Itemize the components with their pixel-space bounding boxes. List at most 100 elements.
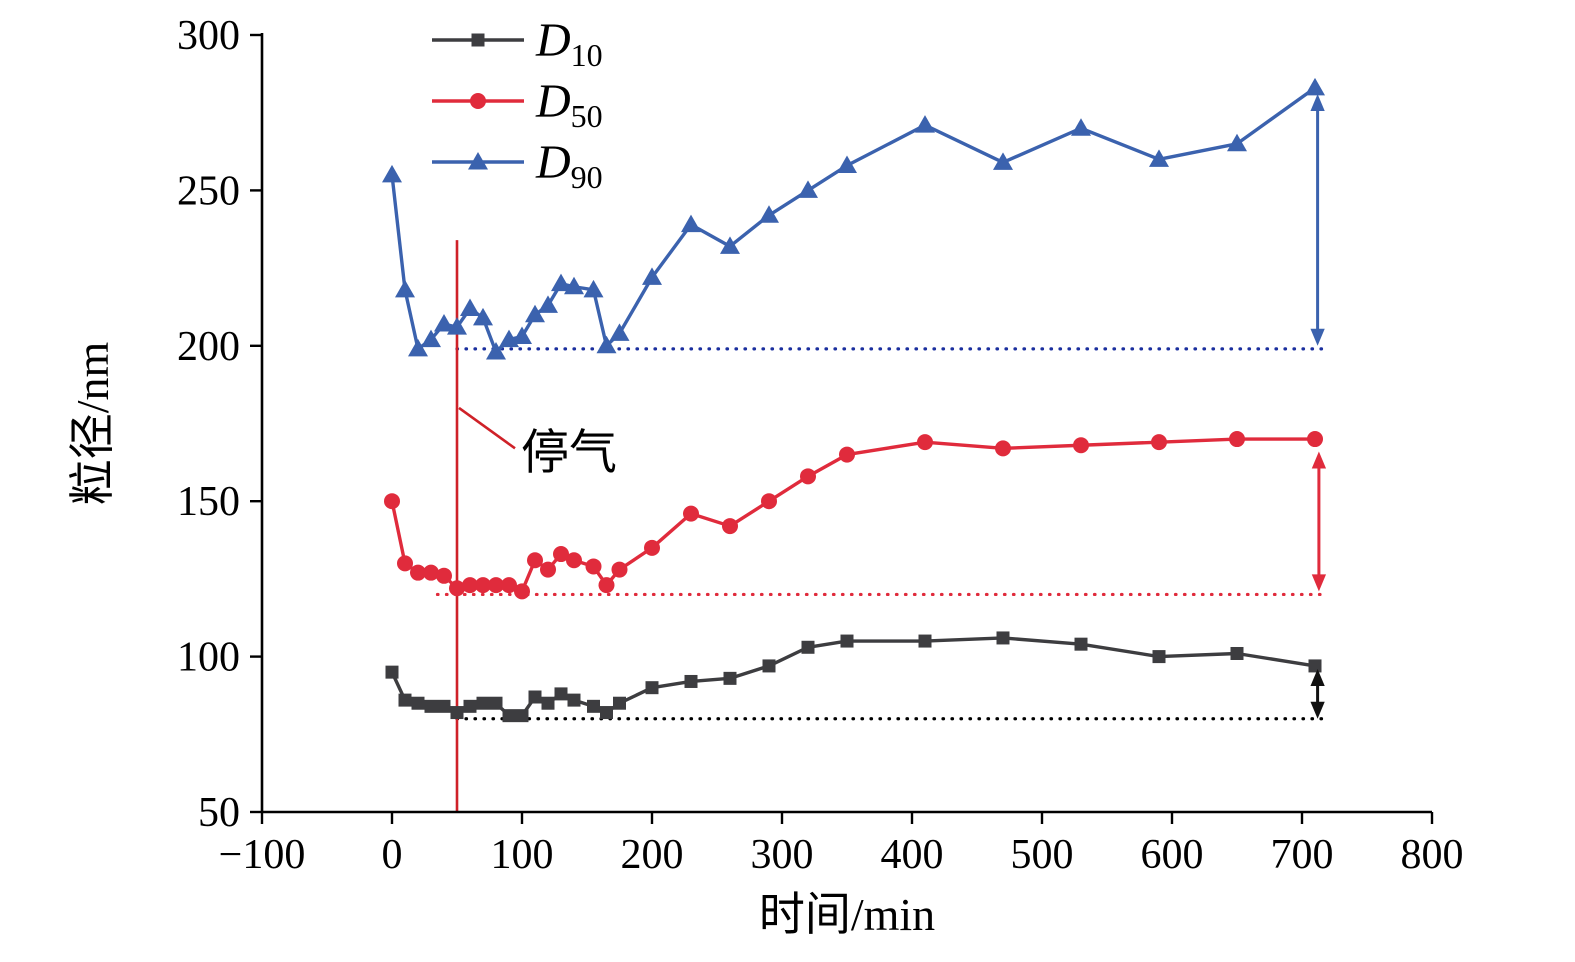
marker-square — [613, 696, 626, 710]
y-tick-label: 100 — [177, 635, 240, 681]
marker-circle — [1307, 431, 1323, 448]
marker-circle — [1151, 434, 1167, 451]
marker-triangle — [1071, 118, 1091, 136]
marker-square — [554, 687, 568, 701]
marker-triangle — [382, 164, 402, 183]
marker-square — [801, 640, 815, 654]
marker-circle — [1229, 431, 1245, 448]
x-axis-title: 时间/min — [759, 889, 935, 940]
arrow-head-up — [1310, 94, 1325, 112]
arrow-head-down — [1310, 701, 1325, 719]
x-tick-label: −100 — [219, 832, 306, 878]
marker-triangle — [759, 205, 779, 223]
marker-square — [471, 33, 485, 47]
marker-triangle — [681, 214, 701, 233]
x-tick-label: 600 — [1141, 832, 1204, 878]
arrow-head-down — [1310, 328, 1325, 346]
marker-circle — [683, 505, 699, 522]
marker-triangle — [408, 338, 428, 357]
y-tick-label: 250 — [177, 168, 240, 214]
marker-square — [528, 690, 542, 704]
marker-triangle — [486, 342, 506, 360]
marker-square — [587, 699, 600, 713]
marker-circle — [384, 493, 400, 510]
marker-square — [567, 693, 581, 707]
marker-triangle — [1305, 77, 1325, 96]
x-tick-label: 500 — [1011, 832, 1074, 878]
marker-triangle — [720, 236, 740, 254]
marker-square — [996, 631, 1010, 645]
marker-circle — [1073, 437, 1089, 454]
y-tick-label: 200 — [177, 324, 240, 370]
x-tick-label: 100 — [491, 832, 554, 878]
arrow-head-up — [1310, 669, 1325, 687]
x-tick-label: 400 — [881, 832, 944, 878]
y-axis-title: 粒径/nm — [67, 342, 118, 506]
marker-triangle — [421, 329, 441, 348]
legend-label: D10 — [535, 14, 603, 73]
marker-square — [918, 634, 932, 648]
marker-circle — [800, 468, 816, 485]
reference-lines — [435, 347, 1328, 721]
axes: −100 0 100 200 300 400 500 600 700 800 50 100 150 200… — [67, 13, 1464, 940]
range-arrow — [1311, 451, 1327, 592]
marker-square — [723, 671, 737, 685]
marker-square — [1230, 646, 1244, 660]
marker-triangle — [525, 304, 545, 323]
marker-square — [762, 659, 776, 673]
marker-square — [502, 709, 516, 723]
y-tick-label: 150 — [177, 479, 240, 525]
series-d90 — [382, 77, 1325, 360]
marker-circle — [722, 518, 738, 535]
marker-triangle — [1227, 133, 1247, 152]
y-tick-label: 50 — [198, 790, 240, 836]
event-annotation: 停气 — [455, 240, 617, 812]
marker-triangle — [434, 314, 454, 332]
range-arrow — [1310, 669, 1325, 719]
legend-label: D90 — [535, 136, 603, 195]
marker-circle — [527, 552, 543, 569]
series-line-d90 — [390, 86, 1317, 354]
marker-triangle — [564, 276, 584, 295]
marker-square — [489, 696, 503, 710]
marker-square — [684, 674, 698, 688]
marker-triangle — [473, 307, 493, 326]
x-tick-label: 700 — [1271, 832, 1334, 878]
marker-circle — [917, 434, 933, 451]
series-line-d10 — [390, 636, 1317, 718]
y-tick-label: 300 — [177, 13, 240, 59]
range-arrows — [1310, 94, 1327, 719]
marker-circle — [475, 577, 491, 594]
marker-circle — [436, 567, 452, 584]
marker-triangle — [798, 180, 818, 198]
marker-circle — [644, 539, 660, 556]
marker-circle — [540, 561, 556, 578]
series-d50 — [384, 431, 1323, 600]
marker-triangle — [583, 279, 604, 298]
x-tick-label: 300 — [751, 832, 814, 878]
legend-label: D50 — [535, 75, 603, 134]
marker-square — [424, 699, 438, 713]
marker-triangle — [395, 279, 415, 298]
legend-item-d50: D50 — [432, 75, 603, 134]
marker-circle — [553, 546, 569, 563]
marker-square — [515, 709, 529, 723]
marker-square — [1074, 637, 1088, 651]
marker-square — [541, 696, 555, 710]
x-tick-label: 0 — [382, 832, 403, 878]
marker-triangle — [447, 317, 467, 335]
event-label: 停气 — [521, 427, 617, 480]
marker-square — [600, 706, 613, 720]
marker-circle — [488, 577, 504, 594]
marker-square — [645, 681, 659, 695]
marker-circle — [514, 583, 530, 600]
marker-triangle — [551, 273, 571, 292]
marker-square — [411, 696, 425, 710]
marker-circle — [449, 580, 465, 597]
marker-triangle — [468, 152, 488, 170]
marker-circle — [423, 564, 439, 581]
marker-circle — [611, 561, 628, 578]
marker-square — [476, 696, 490, 710]
